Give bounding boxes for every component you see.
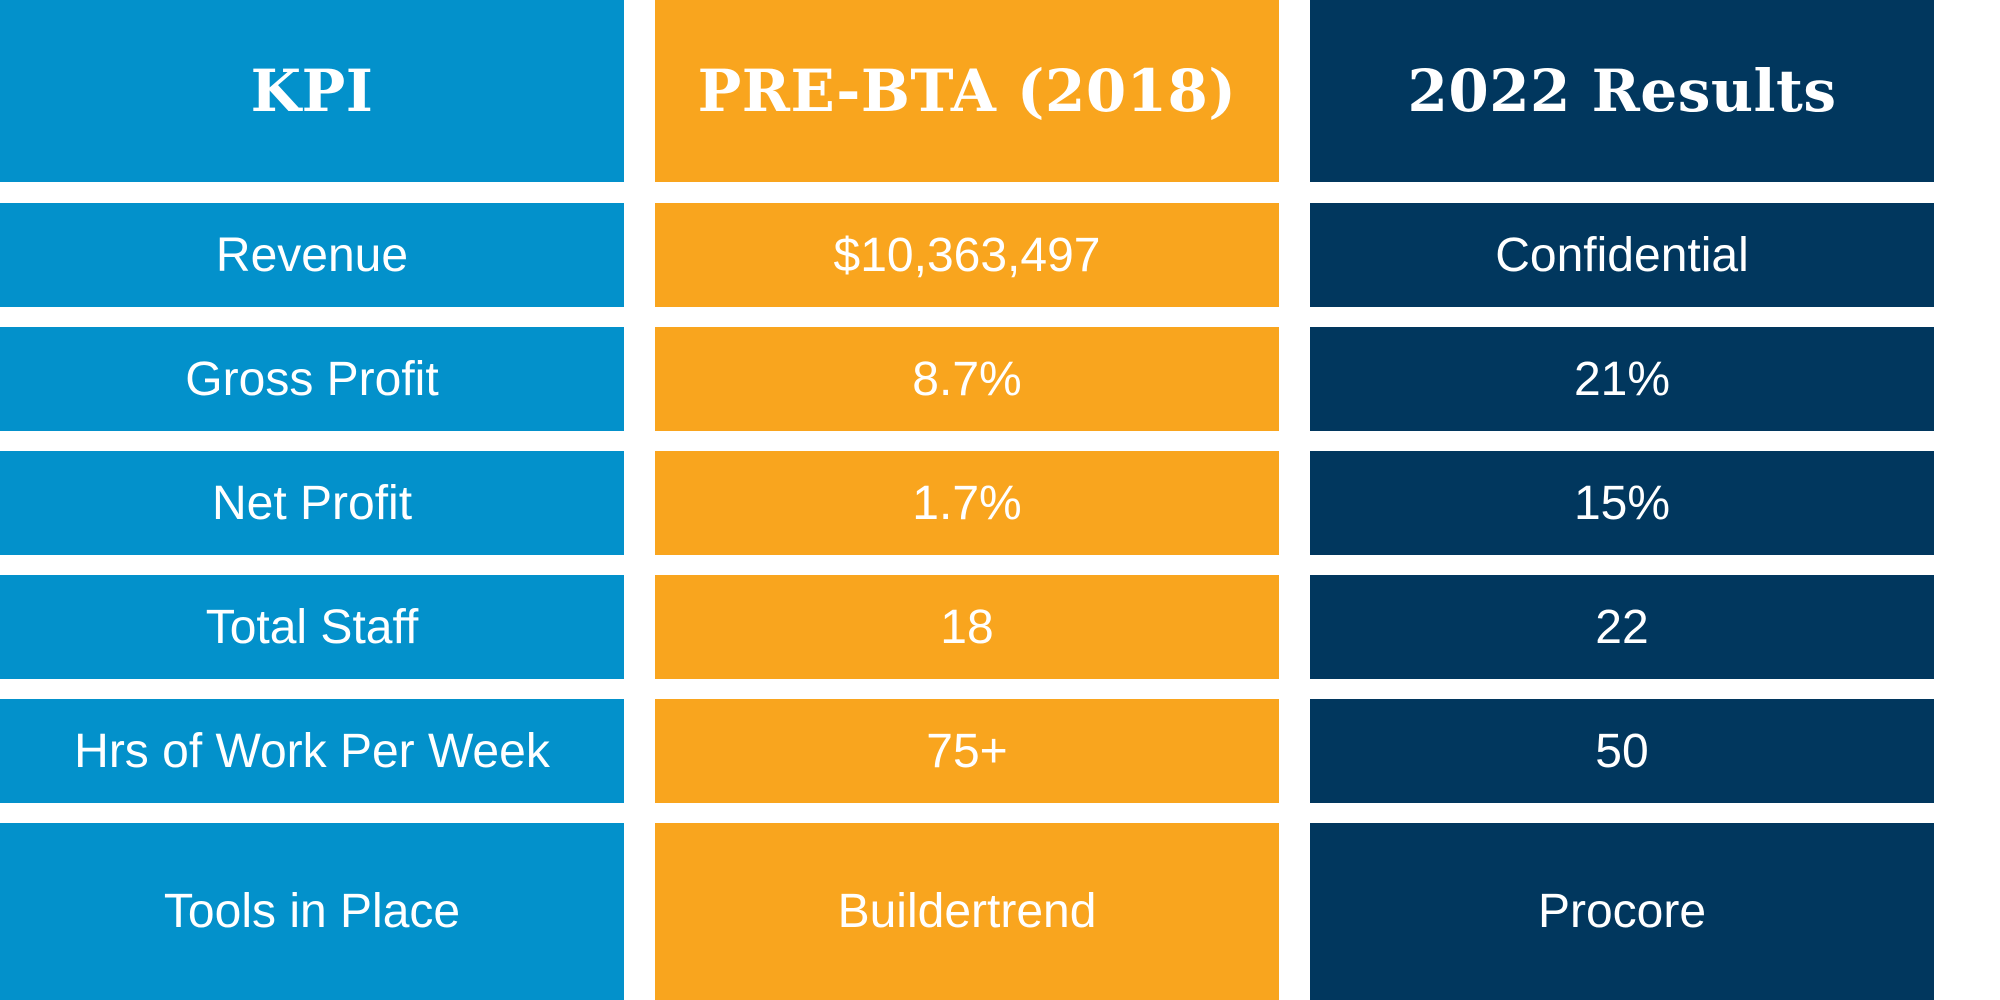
results-cell-revenue: Confidential [1310,203,1934,307]
results-cell-tools: Procore [1310,823,1934,1000]
kpi-cell-net-profit: Net Profit [0,451,624,555]
results-2022-column: 2022 Results Confidential 21% 15% 22 50 … [1310,0,1934,1000]
results-cell-gross-profit: 21% [1310,327,1934,431]
pre-bta-cell-revenue: $10,363,497 [655,203,1279,307]
kpi-cell-tools: Tools in Place [0,823,624,1000]
kpi-cell-revenue: Revenue [0,203,624,307]
kpi-cell-gross-profit: Gross Profit [0,327,624,431]
results-cell-net-profit: 15% [1310,451,1934,555]
pre-bta-cell-gross-profit: 8.7% [655,327,1279,431]
pre-bta-cell-tools: Buildertrend [655,823,1279,1000]
kpi-cell-hours-per-week: Hrs of Work Per Week [0,699,624,803]
pre-bta-cell-hours-per-week: 75+ [655,699,1279,803]
header-kpi: KPI [0,0,624,182]
pre-bta-cell-total-staff: 18 [655,575,1279,679]
header-pre-bta: PRE-BTA (2018) [655,0,1279,182]
results-cell-total-staff: 22 [1310,575,1934,679]
kpi-column: KPI Revenue Gross Profit Net Profit Tota… [0,0,624,1000]
results-cell-hours-per-week: 50 [1310,699,1934,803]
kpi-cell-total-staff: Total Staff [0,575,624,679]
kpi-comparison-table: KPI Revenue Gross Profit Net Profit Tota… [0,0,1934,1000]
pre-bta-column: PRE-BTA (2018) $10,363,497 8.7% 1.7% 18 … [655,0,1279,1000]
pre-bta-cell-net-profit: 1.7% [655,451,1279,555]
header-results-2022: 2022 Results [1310,0,1934,182]
